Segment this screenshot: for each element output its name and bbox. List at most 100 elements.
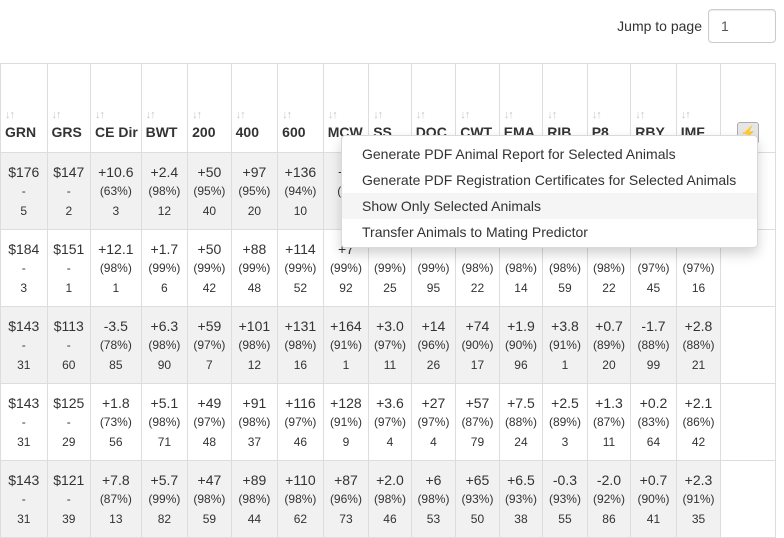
cell-rank: 5 (20, 204, 28, 218)
cell-rank: 42 (691, 435, 706, 449)
cell-accuracy: - (21, 415, 26, 429)
column-header[interactable]: ↓↑ BWT (140, 63, 189, 153)
sort-icon[interactable]: ↓↑ (51, 109, 62, 121)
cell-accuracy: (98%) (148, 415, 181, 429)
cell-value: +0.7 (639, 472, 668, 488)
cell-accuracy: (87%) (592, 415, 625, 429)
cell-accuracy: (96%) (417, 338, 450, 352)
cell-rank: 73 (339, 512, 353, 526)
cell-value: -3.5 (103, 318, 128, 334)
sort-icon[interactable]: ↓↑ (680, 109, 691, 121)
cell-accuracy: - (66, 492, 71, 506)
cell-accuracy: (93%) (548, 492, 581, 506)
cell-rank: 11 (383, 358, 397, 372)
table-cell: -1.7 (88%) 99 (630, 306, 677, 384)
cell-accuracy: (88%) (682, 338, 715, 352)
sort-icon[interactable]: ↓↑ (460, 109, 470, 121)
sort-icon[interactable]: ↓↑ (547, 109, 557, 121)
cell-value: +7.5 (507, 395, 535, 411)
table-cell: +49 (97%) 48 (187, 383, 232, 461)
sort-icon[interactable]: ↓↑ (635, 109, 645, 121)
cell-rank: 85 (109, 358, 123, 372)
sort-icon[interactable]: ↓↑ (503, 109, 514, 121)
sort-icon[interactable]: ↓↑ (95, 109, 105, 121)
table-cell: +6 (98%) 53 (410, 460, 457, 538)
sort-icon[interactable]: ↓↑ (192, 109, 202, 121)
cell-rank: 21 (691, 358, 706, 372)
table-cell: +5.7 (99%) 82 (140, 460, 189, 538)
cell-rank: 20 (247, 204, 262, 218)
table-row[interactable]: $143 - 31 $125 - 29 +1.8 (73%) 56 +5.1 (98%) 71 +49 (… (0, 383, 776, 461)
menu-item-pdf-registration-certificates[interactable]: Generate PDF Registration Certificates f… (362, 172, 737, 188)
cell-accuracy: (87%) (461, 415, 494, 429)
cell-value: +101 (238, 318, 271, 334)
table-cell: +74 (90%) 17 (455, 306, 500, 384)
cell-accuracy: (98%) (193, 492, 226, 506)
column-header[interactable]: ↓↑ 400 (230, 63, 279, 153)
table-cell: +164 (91%) 1 (322, 306, 370, 384)
sort-icon[interactable]: ↓↑ (282, 109, 292, 121)
cell-accuracy: (98%) (417, 492, 450, 506)
column-header[interactable]: ↓↑ GRS (46, 63, 92, 153)
table-cell: +136 (94%) 10 (277, 152, 324, 230)
pager: Jump to page (617, 9, 776, 43)
cell-value: +114 (285, 241, 316, 257)
table-row[interactable]: $143 - 31 $113 - 60 -3.5 (78%) 85 +6.3 (98%) 90 +59 (… (0, 306, 776, 384)
sort-icon[interactable]: ↓↑ (415, 109, 426, 121)
sort-icon[interactable]: ↓↑ (5, 109, 15, 121)
menu-item-show-only-selected[interactable]: Show Only Selected Animals (342, 193, 757, 219)
cell-accuracy: (99%) (329, 261, 362, 275)
cell-value: +2.5 (551, 395, 579, 411)
cell-rank: 26 (426, 358, 441, 372)
cell-accuracy: (73%) (99, 415, 132, 429)
cell-value: +88 (242, 241, 267, 257)
sort-icon[interactable]: ↓↑ (327, 109, 338, 121)
cell-accuracy: (99%) (284, 261, 317, 275)
cell-value: +27 (421, 395, 446, 411)
cell-rank: 46 (293, 435, 308, 449)
table-cell: +2.5 (89%) 3 (542, 383, 588, 461)
cell-rank: 52 (293, 281, 308, 295)
cell-rank: 40 (202, 204, 217, 218)
cell-accuracy: - (21, 338, 26, 352)
menu-item-transfer-to-mating-predictor[interactable]: Transfer Animals to Mating Predictor (362, 224, 588, 240)
cell-rank: 3 (561, 435, 569, 449)
cell-accuracy: (98%) (592, 261, 625, 275)
sort-icon[interactable]: ↓↑ (591, 109, 602, 121)
sort-icon[interactable]: ↓↑ (373, 109, 383, 121)
sort-icon[interactable]: ↓↑ (145, 109, 156, 121)
cell-rank: 55 (558, 512, 572, 526)
table-row[interactable]: $143 - 31 $121 - 39 +7.8 (87%) 13 +5.7 (99%) 82 +47 (… (0, 460, 776, 538)
column-header[interactable]: ↓↑ GRN (0, 63, 48, 153)
cell-accuracy: (63%) (99, 184, 132, 198)
column-header[interactable]: ↓↑ CE Dir (90, 63, 142, 153)
cell-rank: 22 (470, 281, 485, 295)
cell-value: +49 (197, 395, 222, 411)
actions-cell (720, 383, 776, 461)
table-cell: +57 (87%) 79 (455, 383, 500, 461)
cell-accuracy: (97%) (193, 338, 226, 352)
jump-to-page-input[interactable] (708, 9, 776, 43)
cell-accuracy: (98%) (99, 261, 132, 275)
column-header[interactable]: ↓↑ 600 (277, 63, 324, 153)
cell-accuracy: (97%) (682, 261, 715, 275)
table-cell: +0.7 (89%) 20 (586, 306, 632, 384)
cell-rank: 44 (247, 512, 262, 526)
cell-value: $143 (8, 318, 40, 334)
menu-item-pdf-animal-report[interactable]: Generate PDF Animal Report for Selected … (362, 146, 676, 162)
cell-rank: 24 (514, 435, 528, 449)
column-header-label: GRN (5, 124, 37, 140)
cell-value: +5.1 (150, 395, 179, 411)
cell-value: +6 (425, 472, 442, 488)
table-cell: $143 - 31 (0, 306, 48, 384)
cell-rank: 7 (206, 358, 213, 372)
cell-rank: 17 (470, 358, 485, 372)
table-cell: -3.5 (78%) 85 (90, 306, 142, 384)
table-cell: +27 (97%) 4 (410, 383, 457, 461)
table-cell: +116 (97%) 46 (277, 383, 324, 461)
table-cell: +50 (99%) 42 (187, 229, 232, 307)
column-header[interactable]: ↓↑ 200 (187, 63, 232, 153)
sort-icon[interactable]: ↓↑ (235, 109, 246, 121)
cell-rank: 31 (17, 512, 31, 526)
cell-accuracy: (90%) (504, 338, 537, 352)
